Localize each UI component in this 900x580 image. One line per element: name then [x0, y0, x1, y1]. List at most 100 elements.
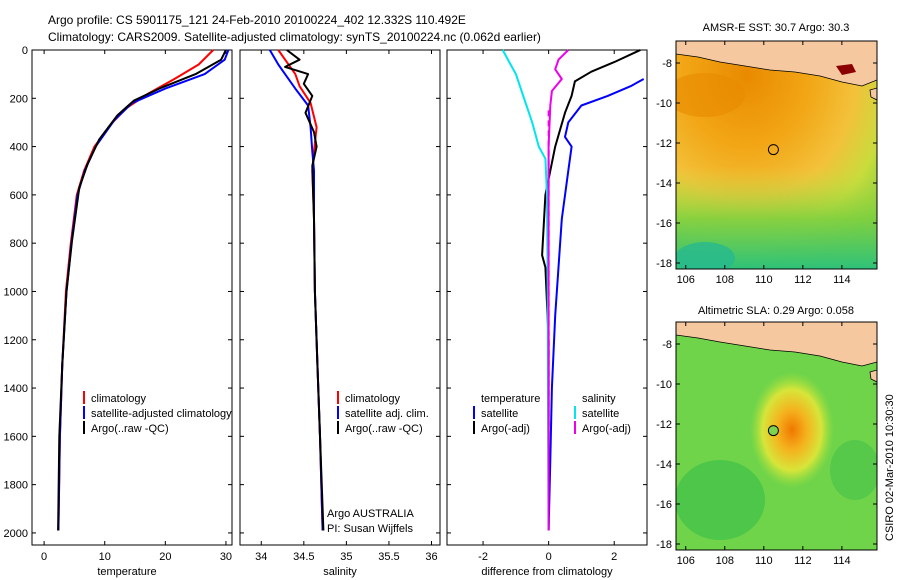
side-timestamp: CSIRO 02-Mar-2010 10:30:30: [884, 394, 896, 541]
lat-tick-label: -16: [656, 499, 672, 511]
x-tick-label: 30: [220, 551, 232, 563]
difference-panel: -2 0 2 difference from climatology tempera…: [446, 49, 648, 578]
y-tick-label: 200: [10, 93, 28, 105]
y-tick-label: 600: [10, 190, 28, 202]
lon-tick-label: 110: [755, 274, 773, 286]
sla-low-patch-east: [830, 440, 877, 500]
island-coastline: [869, 369, 877, 383]
sst-cool-patch: [676, 242, 735, 269]
y-tick-label: 1000: [4, 286, 28, 298]
salinity-x-axis: 34 34.5 35 35.5 36: [240, 49, 440, 563]
difference-series: [501, 49, 645, 531]
sla-map: Altimetric SLA: 0.29 Argo: 0.058 106 108 1…: [656, 305, 878, 567]
y-tick-label: 1800: [4, 480, 28, 492]
lon-tick-label: 110: [755, 555, 773, 567]
legend-label-temp-argo: Argo(-adj): [481, 423, 530, 435]
lon-tick-label: 112: [794, 555, 812, 567]
sla-map-frame: [675, 321, 878, 551]
lon-tick-label: 114: [833, 274, 851, 286]
lon-tick-label: 106: [677, 555, 695, 567]
legend-label-climatology: climatology: [345, 393, 401, 405]
legend-label-argo: Argo(..raw -QC): [91, 423, 169, 435]
lon-tick-label: 106: [677, 274, 695, 286]
x-tick-label: -2: [478, 551, 488, 563]
series-line-temperature-satellite: [547, 78, 645, 531]
salinity-series: [268, 49, 325, 531]
argo-position-marker: [767, 425, 779, 437]
temperature-series: [57, 49, 230, 531]
argo-position-marker: [767, 144, 779, 156]
sla-map-axes: 106 108 110 112 114 -8 -10 -12 -14 -16 -18: [656, 322, 877, 567]
x-tick-label: 10: [99, 551, 111, 563]
sla-map-title: Altimetric SLA: 0.29 Argo: 0.058: [698, 305, 854, 317]
lat-tick-label: -12: [656, 419, 672, 431]
salinity-axes-frame: [239, 49, 441, 546]
legend-label-temp-satellite: satellite: [481, 408, 518, 420]
difference-x-axis: -2 0 2: [447, 49, 647, 563]
salinity-legend: climatology satellite adj. clim. Argo(..…: [337, 391, 429, 435]
salinity-panel: 34 34.5 35 35.5 36 salinity climatology sate…: [239, 49, 441, 578]
island-coastline: [869, 87, 877, 101]
sla-high-anomaly: [750, 372, 834, 488]
lon-tick-label: 112: [794, 274, 812, 286]
y-tick-label: 1200: [4, 335, 28, 347]
lon-tick-label: 108: [716, 274, 734, 286]
lat-tick-label: -14: [656, 178, 672, 190]
salinity-xlabel: salinity: [323, 566, 357, 578]
x-tick-label: 34: [255, 551, 267, 563]
legend-label-climatology: climatology: [91, 393, 147, 405]
lat-tick-label: -18: [656, 539, 672, 551]
x-tick-label: 2: [611, 551, 617, 563]
difference-xlabel: difference from climatology: [481, 566, 613, 578]
y-tick-label: 2000: [4, 528, 28, 540]
sst-map-axes: 106 108 110 112 114 -8 -10 -12 -14 -16 -18: [656, 41, 877, 286]
legend-label-satellite: satellite-adjusted climatology: [91, 408, 232, 420]
header-line2: Climatology: CARS2009. Satellite-adjuste…: [48, 30, 541, 44]
java-coastline: [676, 41, 877, 87]
sst-warm-patch: [676, 73, 745, 117]
temperature-panel: 0 200 400 600 800 1000 1200 1400 1600 1800 2000 0 1…: [4, 45, 233, 578]
legend-label-sal-argo: Argo(-adj): [582, 423, 631, 435]
lat-tick-label: -14: [656, 459, 672, 471]
sst-map-frame: [675, 40, 878, 270]
x-tick-label: 20: [159, 551, 171, 563]
lat-tick-label: -8: [662, 339, 672, 351]
y-tick-label: 1400: [4, 383, 28, 395]
x-tick-label: 35: [340, 551, 352, 563]
java-coastline: [676, 322, 877, 367]
sst-hot-spot: [836, 64, 856, 75]
depth-axis: 0 200 400 600 800 1000 1200 1400 1600 1800 2000: [4, 45, 28, 540]
difference-legend: temperature satellite Argo(-adj) salinit…: [473, 393, 631, 435]
y-tick-label: 800: [10, 238, 28, 250]
x-tick-label: 35.5: [378, 551, 399, 563]
x-tick-label: 0: [41, 551, 47, 563]
temperature-legend: climatology satellite-adjusted climatolo…: [83, 391, 232, 435]
lat-tick-label: -10: [656, 379, 672, 391]
x-tick-label: 36: [425, 551, 437, 563]
x-tick-label: 0: [546, 551, 552, 563]
sla-field: [676, 322, 877, 550]
legend-label-satellite: satellite adj. clim.: [345, 408, 429, 420]
lat-tick-label: -10: [656, 98, 672, 110]
series-line-salinity-argo-adj: [547, 49, 570, 531]
lat-tick-label: -12: [656, 138, 672, 150]
temperature-xlabel: temperature: [97, 566, 156, 578]
header-line1: Argo profile: CS 5901175_121 24-Feb-2010…: [48, 13, 466, 27]
sst-field: [676, 41, 877, 269]
sla-low-patch: [676, 460, 765, 540]
sst-map-title: AMSR-E SST: 30.7 Argo: 30.3: [703, 22, 850, 34]
annotation-pi: PI: Susan Wijffels: [327, 523, 413, 535]
series-line-argo-raw-qc: [284, 49, 325, 531]
sst-map: AMSR-E SST: 30.7 Argo: 30.3 106 108 110 112…: [656, 22, 878, 286]
x-tick-label: 34.5: [293, 551, 314, 563]
lat-tick-label: -16: [656, 218, 672, 230]
y-tick-label: 400: [10, 142, 28, 154]
y-tick-label: 0: [22, 45, 28, 57]
lon-tick-label: 108: [716, 555, 734, 567]
lat-tick-label: -18: [656, 258, 672, 270]
temperature-axes-frame: [31, 49, 233, 546]
legend-title-salinity: salinity: [582, 393, 616, 405]
y-tick-label: 1600: [4, 431, 28, 443]
lat-tick-label: -8: [662, 58, 672, 70]
